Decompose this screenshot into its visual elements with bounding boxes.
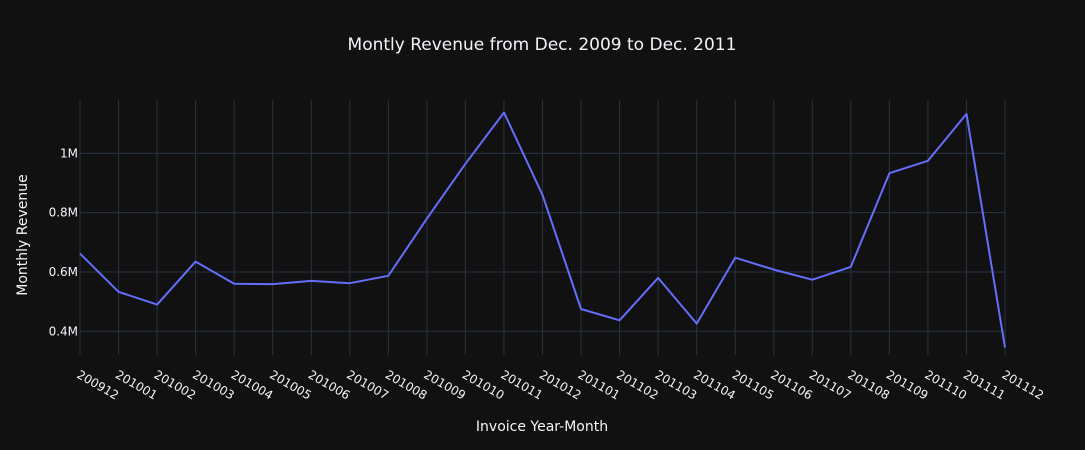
y-tick-label: 1M [60,146,78,160]
y-axis-ticks: 0.4M 0.6M 0.8M 1M [49,146,78,338]
revenue-series-line [79,111,1006,348]
y-tick-label: 0.6M [49,265,78,279]
y-tick-label: 0.8M [49,206,78,220]
y-axis-title: Monthly Revenue [15,174,31,295]
x-axis-title: Invoice Year-Month [476,419,608,435]
chart-title: Montly Revenue from Dec. 2009 to Dec. 20… [348,35,737,55]
grid-lines [79,100,1006,355]
y-tick-label: 0.4M [49,324,78,338]
